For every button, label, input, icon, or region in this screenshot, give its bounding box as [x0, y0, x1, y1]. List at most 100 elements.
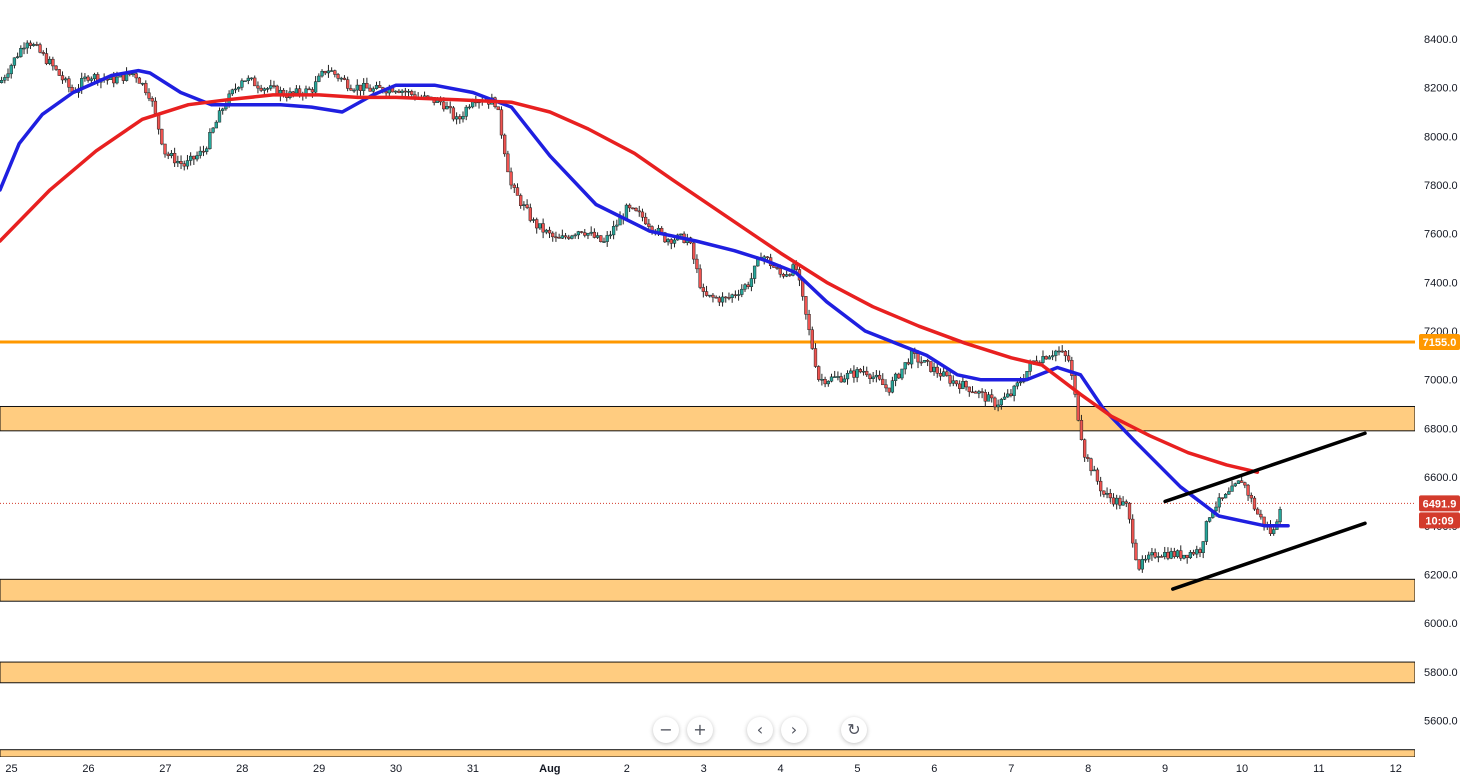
candle-body	[1249, 494, 1253, 499]
candle-body	[909, 350, 914, 365]
candle-body	[1220, 497, 1225, 499]
candle-body	[954, 380, 959, 385]
x-tick-label: 27	[159, 763, 171, 775]
candle-body	[464, 106, 468, 117]
candle-body	[1163, 551, 1167, 558]
candle-body	[829, 376, 834, 382]
scroll-left-button[interactable]: ‹	[747, 717, 773, 743]
candle-body	[1137, 559, 1141, 570]
price-tags: 7155.0 6491.9 10:09	[1419, 333, 1460, 529]
candle-body	[346, 79, 350, 89]
candle-body	[599, 235, 603, 242]
x-tick-label: 9	[1162, 763, 1168, 775]
candle-body	[1006, 393, 1010, 398]
candle-body	[233, 88, 238, 91]
candlesticks	[0, 40, 1282, 573]
candle-body	[836, 376, 840, 378]
candle-body	[974, 391, 978, 394]
candle-body	[531, 219, 536, 221]
candle-body	[201, 150, 206, 153]
candle-body	[714, 296, 718, 299]
candle-body	[458, 116, 462, 120]
minus-icon: −	[659, 720, 673, 739]
y-tick-label: 5600.0	[1424, 715, 1458, 727]
candle-body	[640, 211, 645, 218]
candle-body	[1166, 551, 1170, 559]
candle-body	[1063, 351, 1068, 357]
candle-body	[945, 371, 949, 376]
candle-body	[442, 101, 446, 110]
candle-body	[15, 56, 20, 59]
candle-body	[897, 373, 901, 379]
candle-body	[679, 233, 683, 236]
candle-body	[19, 48, 23, 57]
candle-body	[801, 279, 805, 297]
price-axis[interactable]: 8400.08200.08000.07800.07600.07400.07200…	[1415, 0, 1461, 777]
candle-body	[666, 239, 670, 243]
price-tag	[1419, 512, 1460, 529]
candle-body	[845, 373, 850, 380]
reset-chart-button[interactable]: ↻	[841, 717, 867, 743]
candle-body	[1002, 396, 1007, 400]
candle-body	[150, 98, 154, 102]
candle-body	[720, 296, 725, 303]
candle-body	[519, 195, 523, 206]
candle-body	[1246, 484, 1250, 496]
toolbar-spacer	[815, 713, 833, 747]
moving-averages	[0, 68, 1290, 528]
candle-body	[874, 374, 879, 378]
candle-body	[160, 128, 164, 145]
candle-body	[336, 74, 340, 79]
candle-body	[451, 107, 456, 120]
scroll-right-button[interactable]: ›	[781, 717, 807, 743]
candle-body	[1230, 485, 1234, 492]
candle-body	[752, 265, 757, 279]
candle-body	[1099, 480, 1103, 492]
y-tick-label: 6800.0	[1424, 423, 1458, 435]
time-axis[interactable]: 25 26 27 28 29 30 31 Aug 2 3 4 5 6 7 8 9 10 11 12	[0, 757, 1461, 777]
candle-body	[265, 88, 270, 90]
candle-body	[784, 274, 789, 277]
candle-body	[743, 284, 747, 290]
candle-body	[121, 74, 126, 81]
candle-body	[243, 80, 247, 83]
candle-body	[727, 297, 731, 299]
candle-body	[506, 153, 510, 173]
candle-body	[1278, 509, 1282, 523]
x-tick-label: 25	[5, 763, 17, 775]
candle-body	[967, 386, 971, 393]
candle-body	[807, 314, 811, 331]
candle-body	[1243, 482, 1247, 486]
candle-body	[1121, 501, 1125, 506]
candle-body	[573, 234, 577, 237]
candle-body	[374, 85, 379, 90]
candle-body	[54, 65, 58, 70]
candle-body	[996, 404, 1000, 408]
candle-body	[454, 116, 459, 120]
x-tick-label: 2	[624, 763, 630, 775]
candle-body	[35, 44, 39, 46]
candle-body	[208, 132, 212, 149]
candle-body	[371, 88, 375, 92]
candle-body	[1159, 556, 1164, 558]
zoom-out-button[interactable]: −	[653, 717, 679, 743]
candle-body	[740, 288, 744, 295]
candle-body	[977, 391, 981, 394]
candle-body	[317, 75, 321, 82]
chevron-right-icon: ›	[790, 720, 798, 739]
zoom-in-button[interactable]: +	[687, 717, 713, 743]
candle-body	[0, 79, 4, 84]
candle-body	[509, 171, 513, 186]
candle-body	[172, 152, 177, 164]
candle-body	[192, 155, 196, 160]
candle-body	[1054, 350, 1058, 356]
candle-body	[397, 90, 401, 93]
candle-body	[733, 294, 738, 296]
candle-body	[724, 296, 728, 299]
candle-body	[1127, 502, 1132, 520]
candle-body	[538, 223, 542, 229]
candle-body	[717, 297, 722, 303]
candle-body	[522, 204, 526, 206]
candle-body	[560, 235, 564, 239]
